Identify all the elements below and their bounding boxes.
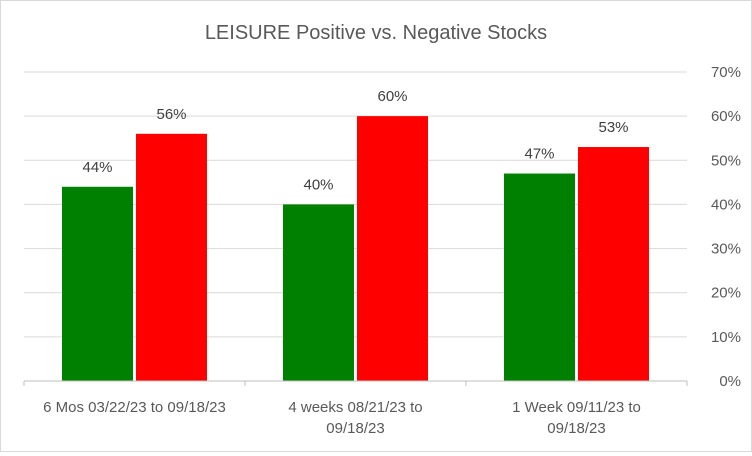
data-label: 56% [156,106,186,123]
bar-positive [62,186,133,381]
x-category-label: 09/18/23 [326,420,384,437]
bar-positive [283,204,354,381]
y-tick-label: 30% [711,241,741,258]
data-labels: 44% 56% 40% 60% 47% 53% [82,88,628,193]
x-axis: 6 Mos 03/22/23 to 09/18/23 4 weeks 08/21/… [23,380,688,437]
y-tick-label: 0% [719,373,741,390]
x-category-label: 09/18/23 [547,420,605,437]
y-tick-label: 70% [711,64,741,81]
x-category-label: 1 Week 09/11/23 to [512,399,641,416]
y-tick-label: 60% [711,108,741,125]
y-axis-ticks: 0% 10% 20% 30% 40% 50% 60% 70% [711,64,741,390]
bar-negative [357,116,428,382]
data-label: 44% [82,159,112,176]
x-category-label: 6 Mos 03/22/23 to 09/18/23 [43,399,226,416]
data-label: 40% [303,176,333,193]
bar-negative [136,133,207,381]
data-label: 47% [524,146,554,163]
data-label: 53% [598,119,628,136]
y-tick-label: 10% [711,329,741,346]
gridlines [24,71,687,338]
bar-positive [504,173,575,381]
chart-title: LEISURE Positive vs. Negative Stocks [205,22,547,44]
bar-negative [578,147,649,381]
y-tick-label: 20% [711,285,741,302]
y-tick-label: 50% [711,152,741,169]
data-label: 60% [377,88,407,105]
bars [62,116,649,382]
x-category-label: 4 weeks 08/21/23 to [288,399,422,416]
y-tick-label: 40% [711,196,741,213]
